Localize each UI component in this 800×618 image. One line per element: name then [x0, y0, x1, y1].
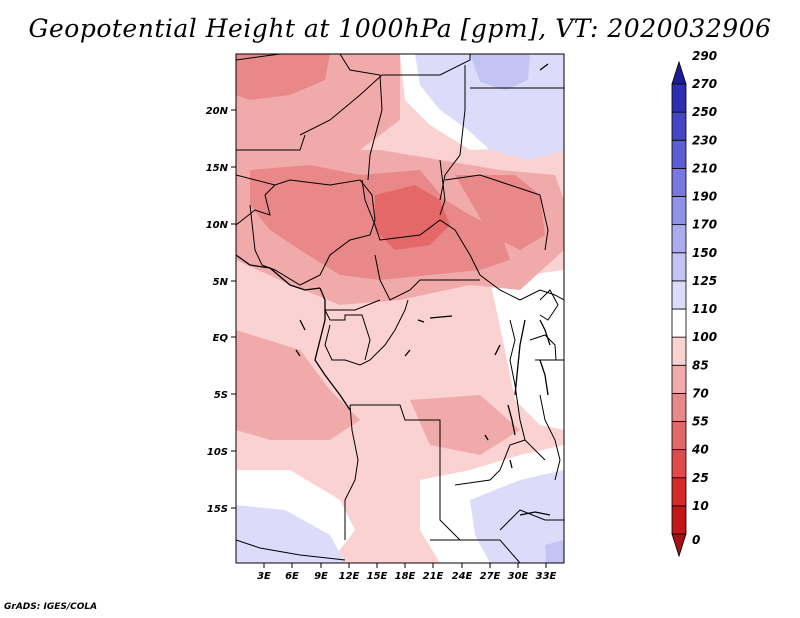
colorbar-label: 190	[692, 190, 717, 204]
colorbar-label: 150	[692, 246, 717, 260]
colorbar-label: 125	[692, 274, 717, 288]
lon-label: 9E	[314, 571, 328, 582]
colorbar-label: 85	[692, 358, 709, 372]
colorbar-label: 210	[692, 161, 717, 175]
colorbar-label: 230	[692, 133, 717, 147]
lat-label: 15S	[207, 504, 228, 515]
lat-label: 5N	[213, 277, 229, 288]
lon-label: 15E	[367, 571, 388, 582]
lon-label: 27E	[480, 571, 501, 582]
colorbar-label: 170	[692, 218, 717, 232]
lat-label: 5S	[214, 390, 228, 401]
grads-credit: GrADS: IGES/COLA	[4, 602, 98, 612]
lon-label: 12E	[339, 571, 360, 582]
colorbar-box	[671, 421, 687, 451]
colorbar-box	[671, 308, 687, 338]
lon-label: 33E	[536, 571, 557, 582]
lat-label: 10N	[206, 220, 229, 231]
colorbar-box	[671, 111, 687, 141]
colorbar-label: 10	[692, 499, 709, 513]
colorbar-label: 100	[692, 330, 717, 344]
colorbar-label: 70	[692, 386, 709, 400]
colorbar-box	[671, 139, 687, 169]
lat-label: 10S	[207, 447, 228, 458]
coastline	[236, 63, 551, 516]
colorbar-label: 270	[692, 77, 717, 91]
colorbar-label: 250	[692, 105, 717, 119]
colorbar-label: 40	[691, 443, 709, 457]
geopotential-field	[236, 54, 564, 563]
lat-labels: 20N 15N 10N 5N EQ 5S 10S 15S	[206, 106, 229, 515]
colorbar-box	[671, 252, 687, 282]
colorbar: 0 10 25 40 55 70 85 100 110 125 150 170 190 210 230 250…	[671, 49, 717, 558]
colorbar-box	[671, 224, 687, 254]
colorbar-label: 110	[692, 302, 717, 316]
colorbar-box	[671, 167, 687, 197]
lon-labels: 3E 6E 9E 12E 15E 18E 21E 24E 27E 30E 33E	[257, 571, 556, 582]
map-frame	[235, 53, 565, 564]
colorbar-arrow-high	[671, 60, 687, 85]
colorbar-box	[671, 83, 687, 113]
colorbar-box	[671, 392, 687, 422]
colorbar-label: 25	[692, 471, 709, 485]
lat-label: 15N	[206, 163, 229, 174]
colorbar-box	[671, 364, 687, 394]
colorbar-box	[671, 477, 687, 507]
lon-label: 18E	[395, 571, 416, 582]
lat-label: EQ	[213, 333, 229, 344]
lon-label: 6E	[285, 571, 299, 582]
colorbar-box	[671, 449, 687, 479]
colorbar-box	[671, 280, 687, 310]
country-boundaries	[236, 54, 564, 563]
lon-label: 21E	[423, 571, 444, 582]
lat-ticks	[231, 109, 236, 509]
lon-label: 30E	[508, 571, 529, 582]
colorbar-label: 290	[692, 49, 717, 63]
map-title: Geopotential Height at 1000hPa [gpm], VT…	[28, 14, 772, 43]
colorbar-box	[671, 336, 687, 366]
colorbar-box	[671, 505, 687, 535]
lat-label: 20N	[206, 106, 229, 117]
colorbar-arrow-low	[671, 533, 687, 558]
lon-label: 24E	[452, 571, 473, 582]
colorbar-box	[671, 196, 687, 226]
colorbar-label: 55	[692, 415, 709, 429]
lon-label: 3E	[257, 571, 271, 582]
colorbar-label: 0	[692, 533, 700, 547]
lon-ticks	[263, 563, 547, 568]
